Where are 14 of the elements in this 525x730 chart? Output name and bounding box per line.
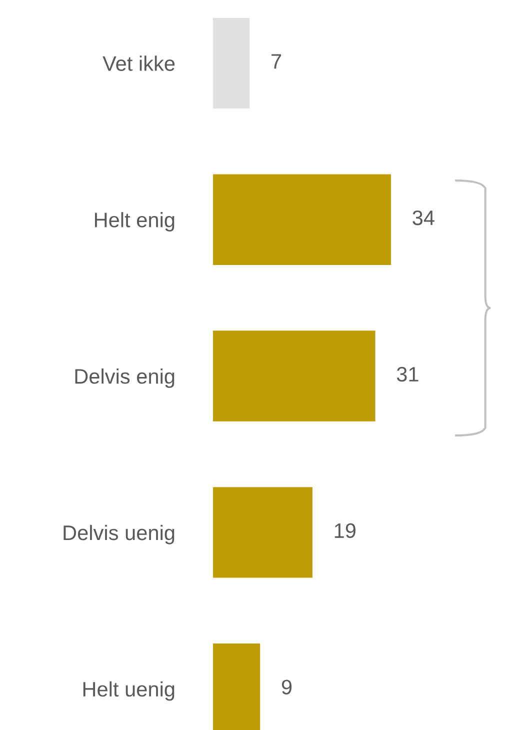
- y-tick-label: Vet ikke: [102, 56, 175, 71]
- bar: [213, 330, 376, 422]
- bar: [213, 487, 312, 578]
- data-label: 31: [396, 366, 418, 382]
- bar: [213, 18, 250, 109]
- bar: [213, 174, 391, 265]
- y-tick-label: Delvis enig: [75, 368, 174, 388]
- data-label: 19: [334, 523, 356, 538]
- y-tick-label: Helt uenig: [83, 681, 174, 701]
- data-label: 7: [272, 54, 282, 69]
- y-tick-label: Helt enig: [94, 212, 174, 232]
- data-label: 9: [282, 680, 292, 694]
- data-label: 34: [412, 210, 434, 226]
- y-tick-label: Delvis uenig: [64, 524, 174, 544]
